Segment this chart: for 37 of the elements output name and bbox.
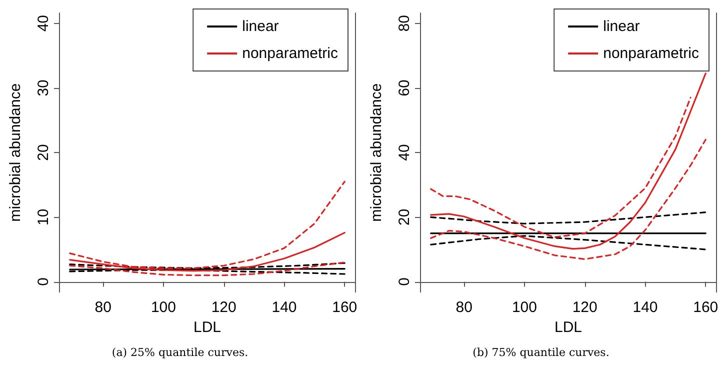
legend-label: linear <box>242 18 279 35</box>
line-series <box>69 262 346 276</box>
x-axis-title: LDL <box>554 319 582 336</box>
y-tick-label: 40 <box>396 144 413 161</box>
x-tick-label: 120 <box>211 299 236 316</box>
y-tick-label: 10 <box>35 208 52 226</box>
line-series <box>430 235 706 250</box>
legend-label: linear <box>603 18 640 35</box>
x-tick-label: 80 <box>94 299 112 316</box>
x-tick-label: 160 <box>693 299 718 316</box>
legend-label: nonparametric <box>603 45 700 62</box>
y-tick-label: 40 <box>35 14 52 32</box>
legend-label: nonparametric <box>242 45 338 62</box>
x-tick-label: 140 <box>632 299 658 316</box>
y-axis-title: microbial abundance <box>7 83 24 222</box>
line-series <box>430 138 706 260</box>
x-tick-label: 100 <box>512 299 537 316</box>
y-axis-title: microbial abundance <box>368 83 385 222</box>
text: (a) 25% quantile curves. <box>110 346 250 359</box>
line-series <box>430 212 706 224</box>
x-tick-label: 160 <box>332 299 358 316</box>
y-tick-label: 30 <box>35 80 52 96</box>
x-axis-title: LDL <box>193 319 222 336</box>
line-series <box>69 180 346 269</box>
y-tick-label: 0 <box>35 278 52 286</box>
y-tick-label: 60 <box>396 80 413 96</box>
y-tick-label: 20 <box>35 144 52 161</box>
line-series <box>430 96 692 238</box>
y-tick-label: 20 <box>396 208 413 226</box>
text: (b) 75% quantile curves. <box>472 346 610 359</box>
x-tick-label: 120 <box>572 299 598 316</box>
x-tick-label: 80 <box>456 299 472 316</box>
x-tick-label: 100 <box>150 299 176 316</box>
y-tick-label: 80 <box>396 14 413 32</box>
x-tick-label: 140 <box>272 299 297 316</box>
line-series <box>430 72 706 250</box>
y-tick-label: 0 <box>396 278 413 286</box>
